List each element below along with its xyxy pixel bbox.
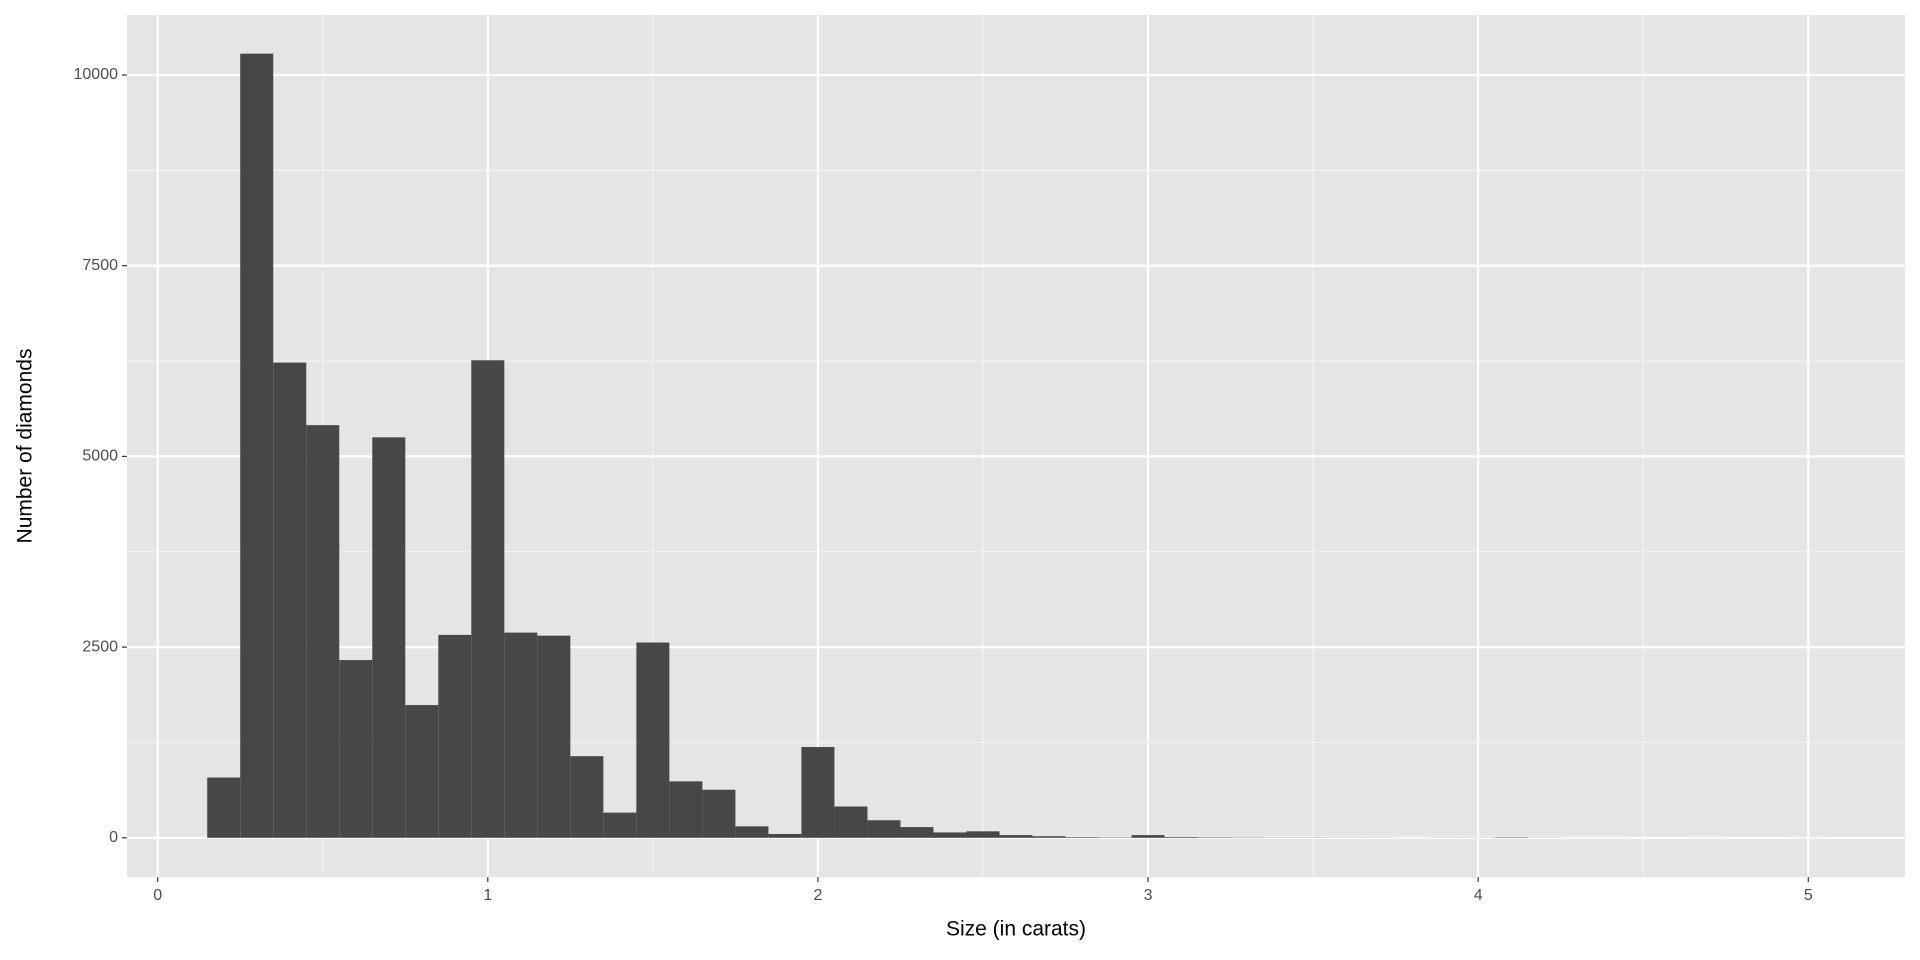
bar: [933, 832, 967, 838]
x-tick-label: 2: [813, 887, 822, 904]
bar: [735, 826, 769, 838]
y-tick-label: 0: [109, 829, 118, 846]
bar: [1131, 835, 1165, 838]
bar: [999, 835, 1033, 838]
y-tick-label: 7500: [82, 257, 118, 274]
y-tick-label: 10000: [74, 66, 119, 83]
bar: [570, 756, 604, 838]
bar: [438, 634, 472, 838]
bar: [834, 806, 868, 838]
bar: [603, 812, 637, 838]
bar: [801, 747, 835, 838]
y-axis-title: Number of diamonds: [14, 349, 37, 544]
bar: [207, 777, 241, 838]
bar: [372, 437, 406, 838]
bar: [471, 360, 505, 838]
bar: [669, 781, 703, 838]
x-tick-label: 4: [1474, 887, 1483, 904]
bar: [306, 425, 340, 838]
bar: [1164, 837, 1198, 838]
bar: [1065, 837, 1099, 838]
x-tick-label: 1: [483, 887, 492, 904]
bar: [339, 660, 373, 838]
bar: [768, 833, 802, 838]
bar: [405, 705, 439, 838]
bar: [504, 632, 538, 838]
bar: [900, 827, 934, 838]
bar: [537, 635, 571, 838]
y-tick-label: 5000: [82, 448, 118, 465]
x-tick-label: 3: [1144, 887, 1153, 904]
x-tick-label: 0: [153, 887, 162, 904]
bar: [966, 831, 1000, 838]
bar: [702, 789, 736, 838]
x-tick-label: 5: [1804, 887, 1813, 904]
bar: [636, 642, 670, 838]
bar: [867, 820, 901, 838]
x-axis-title: Size (in carats): [946, 918, 1086, 941]
bar: [1032, 836, 1066, 838]
bar: [273, 362, 307, 838]
y-tick-label: 2500: [82, 638, 118, 655]
bar: [240, 53, 274, 838]
